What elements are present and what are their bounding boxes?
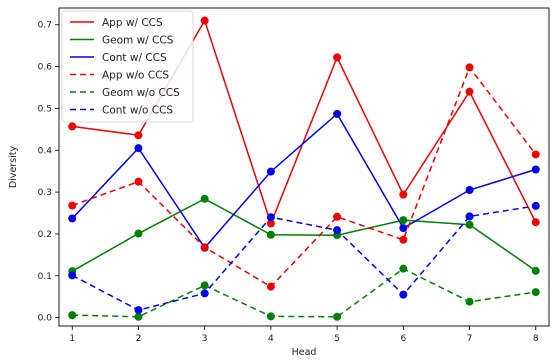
y-tick-label: 0.7 — [38, 21, 52, 31]
legend-label: Geom w/ CCS — [102, 35, 174, 47]
series-points-group — [68, 16, 540, 321]
data-point-geom-w-o-ccs — [333, 312, 342, 321]
data-point-app-w-ccs — [68, 122, 77, 131]
series-line-app-w-o-ccs — [71, 65, 537, 288]
data-point-geom-w-o-ccs — [531, 288, 540, 297]
x-tick-label: 2 — [136, 334, 142, 344]
data-point-cont-w-o-ccs — [333, 226, 342, 235]
data-point-geom-w-o-ccs — [68, 311, 77, 320]
data-point-cont-w-ccs — [333, 109, 342, 118]
y-tick-label: 0.4 — [38, 146, 53, 156]
legend-label: App w/o CCS — [102, 70, 169, 82]
data-point-geom-w-ccs — [134, 229, 143, 238]
data-point-geom-w-ccs — [531, 266, 540, 275]
x-axis-ticks: 1 2 3 4 5 6 7 8 — [69, 326, 539, 344]
data-point-cont-w-o-ccs — [465, 212, 474, 221]
data-point-geom-w-o-ccs — [200, 281, 209, 290]
data-point-geom-w-o-ccs — [465, 297, 474, 306]
y-axis-label: Diversity — [8, 145, 19, 188]
y-tick-label: 0.5 — [38, 104, 52, 114]
x-axis-label: Head — [292, 347, 317, 358]
series-line-cont-w-ccs — [71, 112, 536, 249]
data-point-app-w-ccs — [531, 218, 540, 227]
y-tick-label: 0.2 — [38, 230, 52, 240]
data-point-cont-w-ccs — [266, 167, 275, 176]
data-point-app-w-ccs — [266, 219, 275, 228]
series-line-geom-w-ccs — [71, 197, 537, 272]
data-point-geom-w-o-ccs — [266, 312, 275, 321]
data-point-app-w-o-ccs — [266, 282, 275, 291]
x-tick-label: 1 — [69, 334, 75, 344]
series-line-cont-w-o-ccs — [71, 205, 536, 311]
legend-label: Geom w/o CCS — [102, 87, 180, 99]
y-axis-ticks: 0.0 0.1 0.2 0.3 0.4 0.5 0.6 0.7 — [38, 21, 59, 324]
data-point-app-w-ccs — [333, 53, 342, 62]
data-point-cont-w-o-ccs — [531, 201, 540, 210]
legend-label: Cont w/o CCS — [102, 105, 173, 117]
data-point-app-w-o-ccs — [68, 201, 77, 210]
legend-box — [61, 10, 194, 123]
legend-label: App w/ CCS — [102, 17, 163, 29]
data-point-app-w-o-ccs — [134, 177, 143, 186]
data-point-app-w-o-ccs — [531, 150, 540, 159]
data-point-geom-w-ccs — [266, 230, 275, 239]
data-point-geom-w-ccs — [399, 216, 408, 225]
x-tick-label: 3 — [202, 334, 208, 344]
data-point-geom-w-o-ccs — [134, 312, 143, 321]
data-point-app-w-ccs — [200, 16, 209, 25]
plot-frame — [58, 7, 550, 327]
series-line-geom-w-o-ccs — [72, 267, 536, 318]
data-point-cont-w-o-ccs — [399, 290, 408, 299]
data-point-app-w-ccs — [399, 190, 408, 199]
y-tick-label: 0.3 — [38, 188, 52, 198]
y-tick-label: 0.6 — [38, 63, 53, 73]
data-point-cont-w-ccs — [465, 186, 474, 195]
x-tick-label: 8 — [533, 334, 539, 344]
data-point-app-w-ccs — [465, 87, 474, 96]
data-point-cont-w-o-ccs — [134, 306, 143, 315]
x-tick-label: 4 — [268, 334, 274, 344]
data-point-cont-w-o-ccs — [68, 271, 77, 280]
data-point-cont-w-ccs — [68, 214, 77, 223]
data-point-cont-w-ccs — [134, 144, 143, 153]
data-point-geom-w-ccs — [200, 194, 209, 203]
data-point-cont-w-ccs — [399, 224, 408, 233]
data-point-app-w-ccs — [134, 131, 143, 140]
x-tick-label: 5 — [334, 334, 340, 344]
data-point-app-w-o-ccs — [200, 243, 209, 252]
y-tick-label: 0.0 — [38, 314, 53, 324]
data-point-cont-w-o-ccs — [200, 289, 209, 298]
data-point-app-w-o-ccs — [465, 63, 474, 72]
data-point-cont-w-ccs — [531, 165, 540, 174]
x-tick-label: 7 — [467, 334, 473, 344]
data-point-geom-w-ccs — [465, 220, 474, 229]
legend: App w/ CCS Geom w/ CCS Cont w/ CCS App w/o … — [61, 10, 194, 123]
data-point-cont-w-o-ccs — [266, 213, 275, 222]
data-point-app-w-o-ccs — [333, 212, 342, 221]
data-point-app-w-o-ccs — [399, 235, 408, 244]
x-tick-label: 6 — [400, 334, 406, 344]
series-lines-group — [71, 18, 537, 318]
y-tick-label: 0.1 — [38, 272, 52, 282]
data-point-geom-w-o-ccs — [399, 264, 408, 273]
legend-label: Cont w/ CCS — [102, 52, 167, 64]
